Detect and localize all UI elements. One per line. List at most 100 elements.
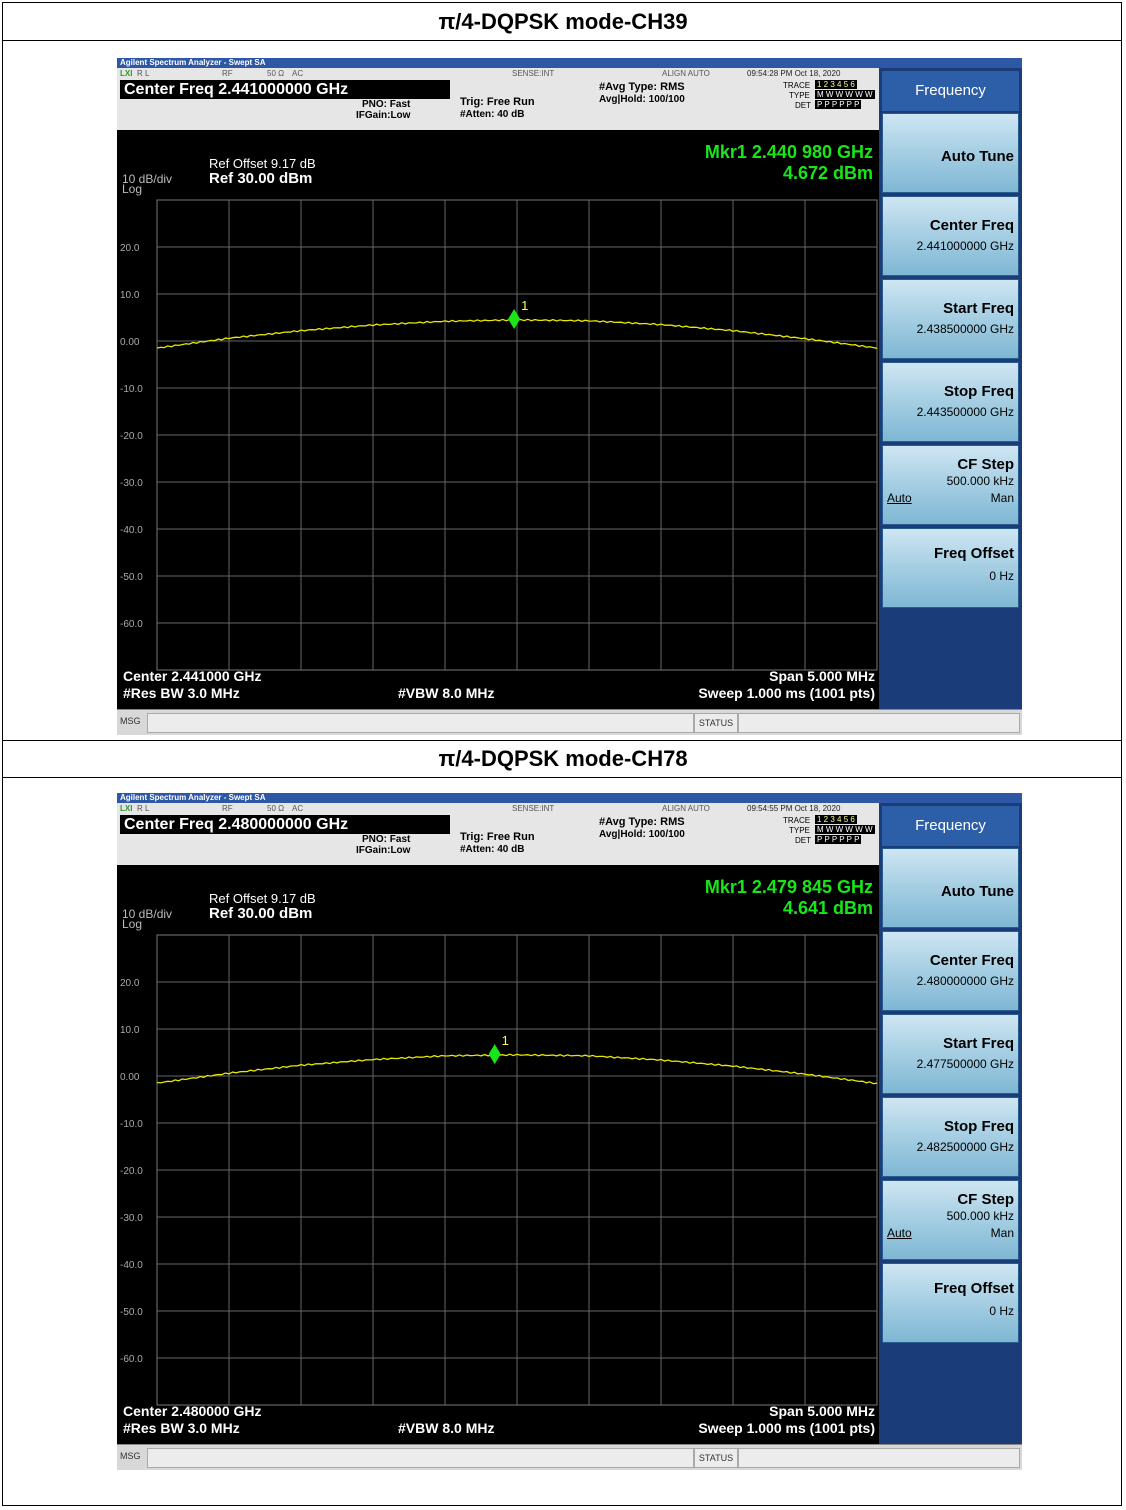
msg-label: MSG (120, 1451, 141, 1461)
log-label: Log (122, 182, 143, 196)
man-option: Man (990, 491, 1014, 505)
type-label: TYPE (789, 826, 810, 835)
y-tick-label: -30.0 (120, 1213, 143, 1224)
footer-vbw: #VBW 8.0 MHz (398, 685, 495, 701)
start-freq-softkey[interactable]: Start Freq 2.438500000 GHz (882, 279, 1019, 359)
softkey-label: Center Freq (929, 952, 1014, 969)
det-label: DET (795, 101, 811, 110)
marker-diamond-icon (488, 1044, 501, 1065)
y-tick-label: -50.0 (120, 1307, 143, 1318)
center-freq-softkey[interactable]: Center Freq 2.441000000 GHz (882, 196, 1019, 276)
softkey-label: Start Freq (943, 300, 1014, 317)
trace-label: TRACE (783, 81, 811, 90)
y-tick-label: 0.00 (120, 337, 140, 348)
control-row: LXI R L RF 50 Ω AC SENSE:INT ALIGN AUTO … (117, 68, 879, 80)
softkey-value: 2.443500000 GHz (916, 405, 1014, 419)
center-freq-softkey[interactable]: Center Freq 2.480000000 GHz (882, 931, 1019, 1011)
menu-header[interactable]: Frequency (882, 806, 1019, 846)
type-label: TYPE (789, 91, 810, 100)
cf-step-softkey[interactable]: CF Step 500.000 kHz Auto Man (882, 445, 1019, 525)
footer-rbw: #Res BW 3.0 MHz (123, 685, 240, 701)
avg-hold-label: Avg|Hold: 100/100 (599, 829, 685, 840)
menu-header[interactable]: Frequency (882, 71, 1019, 111)
auto-tune-softkey[interactable]: Auto Tune (882, 113, 1019, 193)
pno-label: PNO: Fast (362, 834, 411, 845)
stop-freq-softkey[interactable]: Stop Freq 2.443500000 GHz (882, 362, 1019, 442)
softkey-value: 0 Hz (989, 1304, 1014, 1318)
trace-detectors: P P P P P P (815, 100, 862, 109)
softkey-label: Center Freq (929, 217, 1014, 234)
cf-step-softkey[interactable]: CF Step 500.000 kHz Auto Man (882, 1180, 1019, 1260)
y-tick-label: 0.00 (120, 1072, 140, 1083)
y-tick-label: -60.0 (120, 619, 143, 630)
status-field (738, 713, 1020, 733)
avg-hold-label: Avg|Hold: 100/100 (599, 94, 685, 105)
table-rule (3, 740, 1121, 741)
softkey-label: Freq Offset (933, 1280, 1014, 1297)
spectrum-analyzer-window: Agilent Spectrum Analyzer - Swept SA LXI… (117, 58, 1022, 735)
softkey-panel: Frequency Auto Tune Center Freq 2.4800000… (879, 803, 1022, 1444)
sense-label: SENSE:INT (512, 69, 555, 78)
ref-offset: Ref Offset 9.17 dB (209, 156, 316, 171)
trace-numbers: 1 2 3 4 5 6 (815, 80, 857, 89)
window-title: Agilent Spectrum Analyzer - Swept SA (117, 58, 1022, 68)
impedance-label: 50 Ω (267, 804, 285, 813)
auto-option: Auto (887, 491, 912, 505)
ifgain-label: IFGain:Low (356, 845, 411, 856)
footer-center: Center 2.441000 GHz (123, 668, 262, 684)
softkey-value: 500.000 kHz (946, 1209, 1014, 1223)
sense-label: SENSE:INT (512, 804, 555, 813)
table-rule (3, 40, 1121, 41)
ifgain-label: IFGain:Low (356, 110, 411, 121)
status-field (738, 1448, 1020, 1468)
y-tick-label: -30.0 (120, 478, 143, 489)
datetime: 09:54:55 PM Oct 18, 2020 (747, 804, 841, 813)
coupling-label: AC (292, 69, 304, 78)
softkey-label: Start Freq (943, 1035, 1014, 1052)
y-tick-label: -40.0 (120, 1260, 143, 1271)
lxi-icon: LXI (120, 804, 133, 813)
control-row: LXI R L RF 50 Ω AC SENSE:INT ALIGN AUTO … (117, 803, 879, 815)
trig-label: Trig: Free Run (460, 96, 535, 108)
menu-header-label: Frequency (915, 817, 986, 834)
marker-number: 1 (521, 298, 528, 313)
log-label: Log (122, 917, 143, 931)
auto-tune-softkey[interactable]: Auto Tune (882, 848, 1019, 928)
trig-label: Trig: Free Run (460, 831, 535, 843)
y-tick-label: 10.0 (120, 1025, 140, 1036)
rf-label: RF (222, 804, 233, 813)
center-freq-display: Center Freq 2.480000000 GHz (120, 815, 450, 834)
freq-offset-softkey[interactable]: Freq Offset 0 Hz (882, 1263, 1019, 1343)
rl-label: R L (137, 69, 150, 78)
freq-offset-softkey[interactable]: Freq Offset 0 Hz (882, 528, 1019, 608)
msg-label: MSG (120, 716, 141, 726)
softkey-value: 2.438500000 GHz (916, 322, 1014, 336)
softkey-value: 2.482500000 GHz (916, 1140, 1014, 1154)
message-field (147, 713, 694, 733)
start-freq-softkey[interactable]: Start Freq 2.477500000 GHz (882, 1014, 1019, 1094)
softkey-value: 2.477500000 GHz (916, 1057, 1014, 1071)
stop-freq-softkey[interactable]: Stop Freq 2.482500000 GHz (882, 1097, 1019, 1177)
y-tick-label: 20.0 (120, 243, 140, 254)
softkey-panel: Frequency Auto Tune Center Freq 2.4410000… (879, 68, 1022, 709)
trace-line (156, 1053, 878, 1085)
y-tick-label: 20.0 (120, 978, 140, 989)
y-tick-label: -10.0 (120, 384, 143, 395)
softkey-value: 0 Hz (989, 569, 1014, 583)
atten-label: #Atten: 40 dB (460, 109, 525, 120)
pno-label: PNO: Fast (362, 99, 411, 110)
trace-types: M W W W W W (815, 90, 875, 99)
footer-span: Span 5.000 MHz (769, 668, 875, 684)
softkey-label: Auto Tune (940, 883, 1014, 900)
softkey-value: 2.441000000 GHz (916, 239, 1014, 253)
scale-label: 10 dB/div (122, 172, 173, 186)
softkey-label: Freq Offset (933, 545, 1014, 562)
ref-offset: Ref Offset 9.17 dB (209, 891, 316, 906)
y-tick-label: -60.0 (120, 1354, 143, 1365)
marker-number: 1 (502, 1033, 509, 1048)
marker-diamond-icon (508, 309, 521, 330)
y-tick-label: -40.0 (120, 525, 143, 536)
man-option: Man (990, 1226, 1014, 1240)
atten-label: #Atten: 40 dB (460, 844, 525, 855)
